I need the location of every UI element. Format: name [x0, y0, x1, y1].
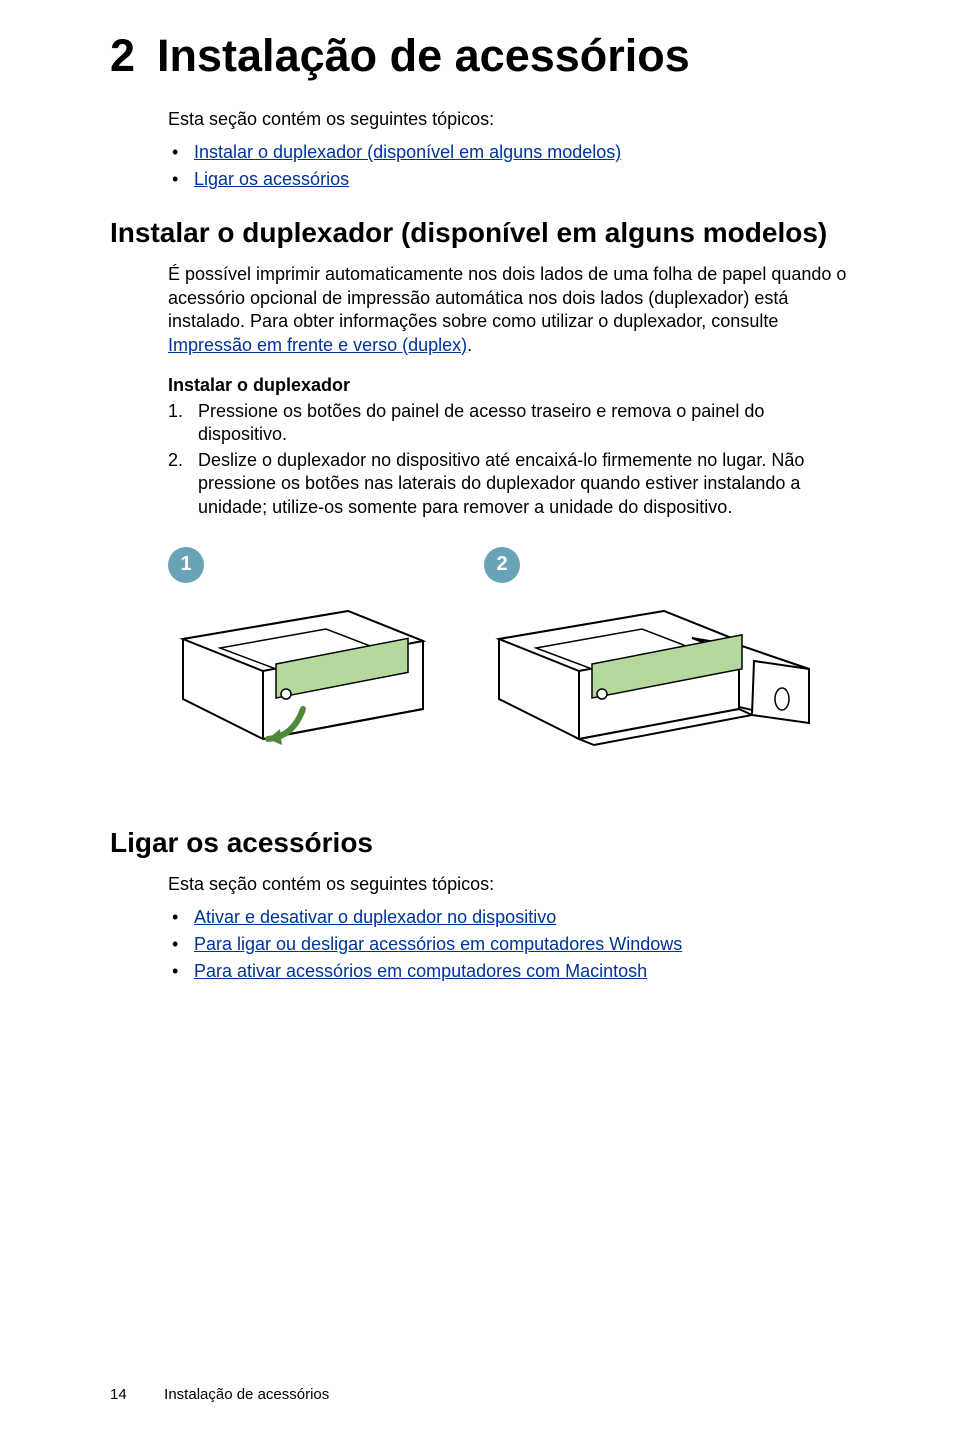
chapter-number: 2 — [110, 30, 135, 82]
figure-1-badge: 1 — [168, 547, 204, 583]
figures-row: 1 2 — [168, 547, 850, 749]
section-title-1: Instalar o duplexador (disponível em alg… — [110, 217, 850, 249]
subheading-install: Instalar o duplexador — [168, 375, 850, 396]
section-1-paragraph: É possível imprimir automaticamente nos … — [168, 263, 850, 357]
step-1: Pressione os botões do painel de acesso … — [168, 400, 850, 447]
step-2: Deslize o duplexador no dispositivo até … — [168, 449, 850, 519]
section-2-intro: Esta seção contém os seguintes tópicos: — [168, 873, 850, 896]
topic-link-1[interactable]: Instalar o duplexador (disponível em alg… — [194, 142, 621, 162]
footer-label: Instalação de acessórios — [164, 1386, 329, 1403]
topic-list: Instalar o duplexador (disponível em alg… — [168, 139, 850, 193]
steps-list: Pressione os botões do painel de acesso … — [168, 400, 850, 519]
section-2-link-2[interactable]: Para ligar ou desligar acessórios em com… — [194, 934, 682, 954]
para-text-a: É possível imprimir automaticamente nos … — [168, 264, 846, 331]
section-2-link-1[interactable]: Ativar e desativar o duplexador no dispo… — [194, 907, 556, 927]
figure-2: 2 — [484, 547, 824, 749]
figure-2-badge: 2 — [484, 547, 520, 583]
section-title-2: Ligar os acessórios — [110, 827, 850, 859]
printer-2-illustration — [484, 589, 824, 749]
chapter-title: Instalação de acessórios — [157, 30, 690, 82]
page-number: 14 — [110, 1386, 160, 1403]
section-2-list: Ativar e desativar o duplexador no dispo… — [168, 904, 850, 985]
printer-1-illustration — [168, 589, 428, 749]
topic-link-2[interactable]: Ligar os acessórios — [194, 169, 349, 189]
page-footer: 14 Instalação de acessórios — [110, 1386, 329, 1403]
para-text-b: . — [467, 335, 472, 355]
section-2-link-3[interactable]: Para ativar acessórios em computadores c… — [194, 961, 647, 981]
duplex-link[interactable]: Impressão em frente e verso (duplex) — [168, 335, 467, 355]
intro-text: Esta seção contém os seguintes tópicos: — [168, 108, 850, 131]
figure-1: 1 — [168, 547, 428, 749]
